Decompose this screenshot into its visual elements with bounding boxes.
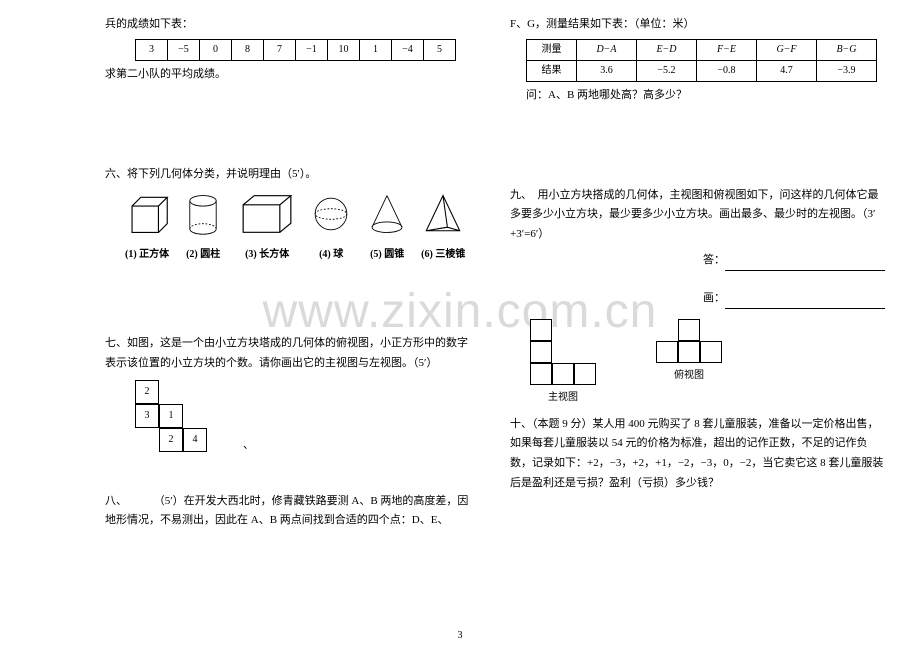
view-cell xyxy=(574,341,596,363)
score-cell: 0 xyxy=(200,39,232,60)
meas-question: 问：A、B 两地哪处高？高多少？ xyxy=(526,86,885,106)
view-cell xyxy=(552,319,574,341)
draw-row: 画： xyxy=(510,289,885,309)
q7-cell: 2 xyxy=(135,380,159,404)
page: www.zixin.com.cn 兵的成绩如下表： 3−5087−1101−45… xyxy=(0,0,920,651)
q7-cell: 2 xyxy=(159,428,183,452)
view-cell xyxy=(700,341,722,363)
meas-header-cell: E−D xyxy=(637,39,697,60)
score-cell: 10 xyxy=(328,39,360,60)
view-cell xyxy=(574,363,596,385)
scores-question: 求第二小队的平均成绩。 xyxy=(105,65,475,85)
meas-header-cell: F−E xyxy=(697,39,757,60)
score-cell: 7 xyxy=(264,39,296,60)
shapes-row: (1) 正方体 (2) 圆柱 (3) 长方体 (4) 球 (5) 圆锥 (6) 三棱锥 xyxy=(125,192,475,264)
score-cell: 5 xyxy=(424,39,456,60)
draw-blank xyxy=(725,297,885,309)
front-view-label: 主视图 xyxy=(548,389,578,407)
score-cell: −4 xyxy=(392,39,424,60)
q9-heading: 九、 用小立方块搭成的几何体，主视图和俯视图如下，问这样的几何体它最多要多少小立… xyxy=(510,186,885,245)
answer-row: 答： xyxy=(510,251,885,271)
meas-header-cell: 测量 xyxy=(527,39,577,60)
score-cell: 3 xyxy=(136,39,168,60)
meas-header-cell: D−A xyxy=(577,39,637,60)
view-cell xyxy=(700,319,722,341)
q7-tail: 、 xyxy=(243,436,475,456)
q8-heading: 八、 （5′）在开发大西北时，修青藏铁路要测 A、B 两地的高度差，因地形情况，… xyxy=(105,492,475,532)
shape-label: (2) 圆柱 xyxy=(186,246,220,264)
shape-cylinder: (2) 圆柱 xyxy=(181,192,225,264)
meas-cell: 3.6 xyxy=(577,60,637,81)
triangular-pyramid-icon xyxy=(421,192,465,244)
q10-heading: 十、（本题 9 分）某人用 400 元购买了 8 套儿童服装，准备以一定价格出售… xyxy=(510,415,885,494)
meas-intro: F、G，测量结果如下表：（单位：米） xyxy=(510,15,885,35)
view-cell xyxy=(552,341,574,363)
view-cell xyxy=(656,319,678,341)
top-view: 俯视图 xyxy=(656,319,722,407)
score-cell: 1 xyxy=(360,39,392,60)
front-view: 主视图 xyxy=(530,319,596,407)
shape-cuboid: (3) 长方体 xyxy=(237,192,297,264)
cube-icon xyxy=(125,192,169,244)
shape-cone: (5) 圆锥 xyxy=(365,192,409,264)
scores-table: 3−5087−1101−45 xyxy=(135,39,456,61)
cylinder-icon xyxy=(181,192,225,244)
view-cell xyxy=(656,341,678,363)
meas-cell: −5.2 xyxy=(637,60,697,81)
meas-cell: −0.8 xyxy=(697,60,757,81)
shape-label: (6) 三棱锥 xyxy=(421,246,465,264)
view-cell xyxy=(530,363,552,385)
shape-label: (3) 长方体 xyxy=(245,246,289,264)
scores-intro: 兵的成绩如下表： xyxy=(105,15,475,35)
q7-top-view-grid: 23124 xyxy=(135,380,225,470)
views-row: 主视图 俯视图 xyxy=(530,319,885,407)
meas-cell: −3.9 xyxy=(817,60,877,81)
view-cell xyxy=(678,319,700,341)
view-cell xyxy=(530,319,552,341)
meas-header-cell: G−F xyxy=(757,39,817,60)
cuboid-icon xyxy=(237,192,297,244)
page-number: 3 xyxy=(458,627,463,645)
q7-cell: 1 xyxy=(159,404,183,428)
view-cell xyxy=(678,341,700,363)
right-column: F、G，测量结果如下表：（单位：米） 测量D−AE−DF−EG−FB−G 结果3.… xyxy=(510,15,885,500)
view-cell xyxy=(530,341,552,363)
sphere-icon xyxy=(309,192,353,244)
top-view-label: 俯视图 xyxy=(674,367,704,385)
measurement-table: 测量D−AE−DF−EG−FB−G 结果3.6−5.2−0.84.7−3.9 xyxy=(526,39,877,82)
score-cell: −5 xyxy=(168,39,200,60)
q7-heading: 七、如图，这是一个由小立方块塔成的几何体的俯视图，小正方形中的数字表示该位置的小… xyxy=(105,334,475,374)
answer-blank xyxy=(725,259,885,271)
score-cell: −1 xyxy=(296,39,328,60)
shape-cube: (1) 正方体 xyxy=(125,192,169,264)
score-cell: 8 xyxy=(232,39,264,60)
draw-label: 画： xyxy=(703,292,725,304)
q7-cell: 3 xyxy=(135,404,159,428)
view-cell xyxy=(552,363,574,385)
q8-prefix: 八、 xyxy=(105,495,127,507)
shape-triangular-pyramid: (6) 三棱锥 xyxy=(421,192,465,264)
shape-label: (1) 正方体 xyxy=(125,246,169,264)
cone-icon xyxy=(365,192,409,244)
shape-label: (4) 球 xyxy=(319,246,343,264)
shape-sphere: (4) 球 xyxy=(309,192,353,264)
q7-cell: 4 xyxy=(183,428,207,452)
q8-body: （5′）在开发大西北时，修青藏铁路要测 A、B 两地的高度差，因地形情况，不易测… xyxy=(105,495,468,527)
top-view-grid xyxy=(656,319,722,363)
shape-label: (5) 圆锥 xyxy=(370,246,404,264)
front-view-grid xyxy=(530,319,596,385)
meas-header-cell: B−G xyxy=(817,39,877,60)
left-column: 兵的成绩如下表： 3−5087−1101−45 求第二小队的平均成绩。 六、将下… xyxy=(105,15,475,537)
q6-heading: 六、将下列几何体分类，并说明理由（5′）。 xyxy=(105,165,475,185)
meas-cell: 4.7 xyxy=(757,60,817,81)
answer-label: 答： xyxy=(703,254,725,266)
view-cell xyxy=(574,319,596,341)
meas-cell: 结果 xyxy=(527,60,577,81)
